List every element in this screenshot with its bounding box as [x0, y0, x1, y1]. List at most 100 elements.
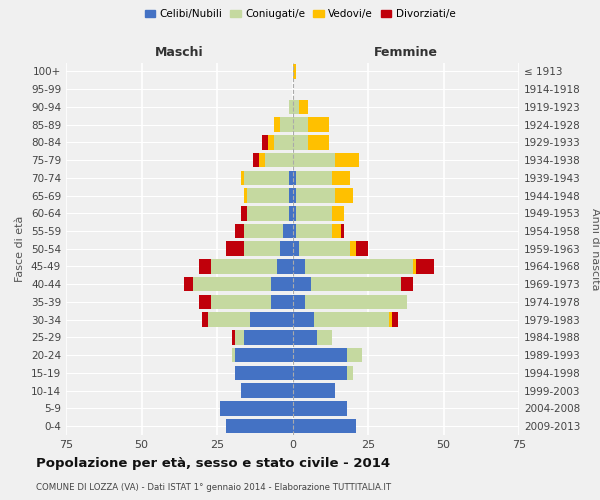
Bar [293, 135, 308, 150]
Bar [235, 366, 293, 380]
Bar [293, 188, 296, 203]
Bar [293, 366, 347, 380]
Bar [347, 366, 353, 380]
Legend: Celibi/Nubili, Coniugati/e, Vedovi/e, Divorziati/e: Celibi/Nubili, Coniugati/e, Vedovi/e, Di… [140, 5, 460, 24]
Bar [235, 224, 244, 238]
Bar [401, 277, 413, 291]
Bar [241, 170, 244, 185]
Bar [293, 401, 347, 415]
Bar [392, 312, 398, 327]
Bar [232, 330, 235, 344]
Bar [293, 294, 305, 309]
Bar [347, 348, 362, 362]
Bar [247, 206, 289, 220]
Bar [289, 100, 293, 114]
Bar [289, 170, 293, 185]
Bar [293, 259, 305, 274]
Bar [293, 206, 296, 220]
Bar [293, 419, 356, 434]
Bar [413, 259, 416, 274]
Bar [296, 170, 332, 185]
Bar [235, 348, 293, 362]
Bar [293, 242, 299, 256]
Bar [244, 170, 289, 185]
Bar [314, 312, 389, 327]
Bar [296, 224, 332, 238]
Bar [250, 312, 293, 327]
Bar [341, 224, 344, 238]
Bar [299, 100, 308, 114]
Bar [277, 259, 293, 274]
Bar [293, 312, 314, 327]
Bar [356, 242, 368, 256]
Text: Maschi: Maschi [155, 46, 203, 59]
Bar [293, 330, 317, 344]
Bar [332, 170, 350, 185]
Y-axis label: Fasce di età: Fasce di età [16, 216, 25, 282]
Bar [308, 118, 329, 132]
Bar [202, 312, 208, 327]
Bar [311, 277, 401, 291]
Bar [235, 330, 244, 344]
Bar [193, 277, 271, 291]
Bar [244, 242, 280, 256]
Bar [332, 206, 344, 220]
Bar [220, 401, 293, 415]
Bar [226, 419, 293, 434]
Bar [293, 153, 335, 168]
Bar [293, 348, 347, 362]
Bar [335, 188, 353, 203]
Bar [335, 153, 359, 168]
Bar [244, 224, 283, 238]
Bar [232, 348, 235, 362]
Bar [274, 135, 293, 150]
Bar [293, 224, 296, 238]
Text: Femmine: Femmine [374, 46, 438, 59]
Bar [241, 206, 247, 220]
Bar [283, 224, 293, 238]
Bar [296, 206, 332, 220]
Text: Popolazione per età, sesso e stato civile - 2014: Popolazione per età, sesso e stato civil… [36, 458, 390, 470]
Y-axis label: Anni di nascita: Anni di nascita [590, 208, 600, 290]
Bar [299, 242, 350, 256]
Bar [199, 294, 211, 309]
Bar [293, 277, 311, 291]
Bar [226, 242, 244, 256]
Bar [317, 330, 332, 344]
Bar [244, 330, 293, 344]
Bar [265, 153, 293, 168]
Bar [211, 294, 271, 309]
Text: COMUNE DI LOZZA (VA) - Dati ISTAT 1° gennaio 2014 - Elaborazione TUTTITALIA.IT: COMUNE DI LOZZA (VA) - Dati ISTAT 1° gen… [36, 482, 391, 492]
Bar [259, 153, 265, 168]
Bar [262, 135, 268, 150]
Bar [199, 259, 211, 274]
Bar [280, 242, 293, 256]
Bar [184, 277, 193, 291]
Bar [253, 153, 259, 168]
Bar [416, 259, 434, 274]
Bar [293, 64, 296, 78]
Bar [211, 259, 277, 274]
Bar [268, 135, 274, 150]
Bar [293, 100, 299, 114]
Bar [293, 384, 335, 398]
Bar [350, 242, 356, 256]
Bar [332, 224, 341, 238]
Bar [305, 294, 407, 309]
Bar [308, 135, 329, 150]
Bar [289, 188, 293, 203]
Bar [293, 118, 308, 132]
Bar [389, 312, 392, 327]
Bar [271, 277, 293, 291]
Bar [247, 188, 289, 203]
Bar [241, 384, 293, 398]
Bar [289, 206, 293, 220]
Bar [244, 188, 247, 203]
Bar [274, 118, 280, 132]
Bar [271, 294, 293, 309]
Bar [296, 188, 335, 203]
Bar [305, 259, 413, 274]
Bar [280, 118, 293, 132]
Bar [293, 170, 296, 185]
Bar [208, 312, 250, 327]
